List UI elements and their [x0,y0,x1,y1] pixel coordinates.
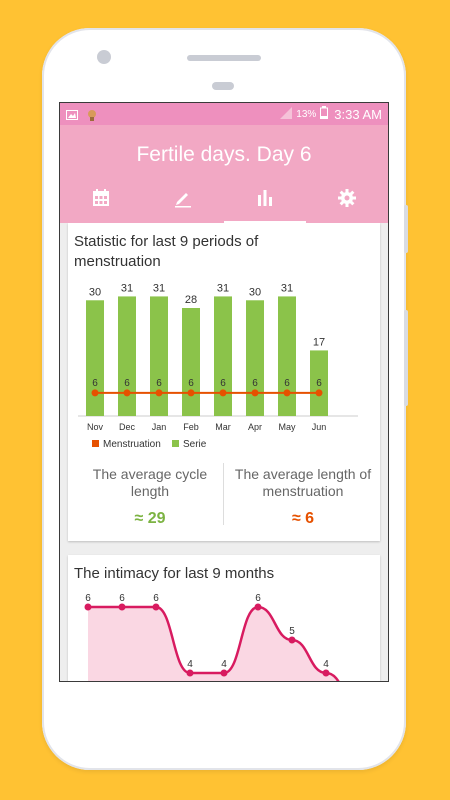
intimacy-point [84,603,92,611]
menstruation-value-label: 6 [220,378,226,389]
bar-may [278,296,296,416]
app-notification-icon [86,109,98,121]
intimacy-value-label: 4 [221,659,227,670]
bar-value-label: 30 [89,286,101,298]
bar-value-label: 30 [249,286,261,298]
bar-chart-icon [255,188,275,213]
avg-cycle-label: The average cycle length [92,466,208,499]
x-tick-label: Apr [248,422,262,432]
menstruation-stats-card: Statistic for last 9 periods of menstrua… [68,223,380,541]
legend-swatch-serie [172,440,179,447]
bar-value-label: 28 [185,294,197,306]
signal-icon [280,106,293,122]
menstruation-point [315,389,323,397]
x-tick-label: Mar [215,422,231,432]
avg-mens-value: ≈ 6 [291,510,315,527]
x-tick-label: Jun [312,422,327,432]
clock: 3:33 AM [334,106,382,122]
tab-calendar[interactable] [60,177,142,223]
legend-swatch-menstruation [92,440,99,447]
menstruation-point [91,389,99,397]
bar-mar [214,296,232,416]
menstruation-value-label: 6 [284,378,290,389]
app-bar: Fertile days. Day 6 [60,125,388,223]
tab-statistics[interactable] [224,177,306,223]
intimacy-value-label: 6 [153,593,159,604]
menstruation-value-label: 6 [124,378,130,389]
app-screen: 13% 3:33 AM Fertile days. Day 6 [59,102,389,682]
tab-bar [60,177,388,223]
app-title: Fertile days. Day 6 [136,143,312,166]
legend-label-menstruation: Menstruation [103,439,161,450]
power-button [404,310,408,406]
menstruation-point [251,389,259,397]
intimacy-value-label: 6 [255,593,261,604]
bar-feb [182,308,200,416]
x-tick-label: Dec [119,422,136,432]
status-bar: 13% 3:33 AM [60,103,388,125]
avg-cycle-box: The average cycle length ≈ 29 [82,466,218,527]
bar-nov [86,300,104,416]
image-icon [66,109,78,120]
x-tick-label: Feb [183,422,199,432]
intimacy-point [186,669,194,677]
x-tick-label: Jan [152,422,167,432]
bar-value-label: 31 [153,282,165,294]
menstruation-value-label: 6 [92,378,98,389]
battery-icon [320,106,329,122]
stats-card-title: Statistic for last 9 periods of menstrua… [74,233,259,270]
intimacy-value-label: 6 [85,593,91,604]
x-tick-label: Nov [87,422,104,432]
menstruation-value-label: 6 [188,378,194,389]
intimacy-value-label: 6 [119,593,125,604]
menstruation-point [155,389,163,397]
scroll-content[interactable]: Statistic for last 9 periods of menstrua… [60,223,388,681]
intimacy-value-label: 5 [289,626,295,637]
bar-dec [118,296,136,416]
proximity-sensor [212,82,234,90]
volume-button [404,205,408,253]
front-camera [97,50,111,64]
bar-apr [246,300,264,416]
pencil-icon [173,188,193,213]
menstruation-value-label: 6 [316,378,322,389]
menstruation-point [123,389,131,397]
avg-mens-box: The average length of menstruation ≈ 6 [228,466,378,527]
tab-notes[interactable] [142,177,224,223]
gear-icon [337,188,357,213]
menstruation-value-label: 6 [156,378,162,389]
intimacy-point [152,603,160,611]
stats-divider [223,463,224,525]
intimacy-point [254,603,262,611]
battery-percent: 13% [296,108,317,120]
menstruation-point [187,389,195,397]
menstruation-bar-chart: 30 Nov 31 Dec 31 Jan 28 Feb 31 Mar 30 Apr 31 May 17 Jun… [78,282,358,450]
bar-jan [150,296,168,416]
menstruation-point [283,389,291,397]
earpiece-speaker [187,55,261,61]
intimacy-area-chart: 6 6 6 4 4 6 5 4 [84,593,340,681]
bar-value-label: 31 [217,282,229,294]
intimacy-card-title: The intimacy for last 9 months [74,565,275,582]
menstruation-value-label: 6 [252,378,258,389]
legend-label-serie: Serie [183,439,207,450]
status-right: 13% 3:33 AM [280,106,382,122]
x-tick-label: May [278,422,296,432]
bar-value-label: 17 [313,336,325,348]
avg-cycle-value: ≈ 29 [134,510,166,527]
intimacy-point [288,636,296,644]
bar-jun [310,350,328,416]
bar-value-label: 31 [121,282,133,294]
intimacy-value-label: 4 [323,659,329,670]
avg-mens-label: The average length of menstruation [234,466,372,499]
tab-settings[interactable] [306,177,388,223]
intimacy-card: The intimacy for last 9 months 6 6 6 4 4 6 5 4 [68,555,380,681]
intimacy-point [322,669,330,677]
intimacy-point [220,669,228,677]
calendar-icon [91,188,111,213]
menstruation-point [219,389,227,397]
intimacy-point [118,603,126,611]
bar-value-label: 31 [281,282,293,294]
intimacy-value-label: 4 [187,659,193,670]
